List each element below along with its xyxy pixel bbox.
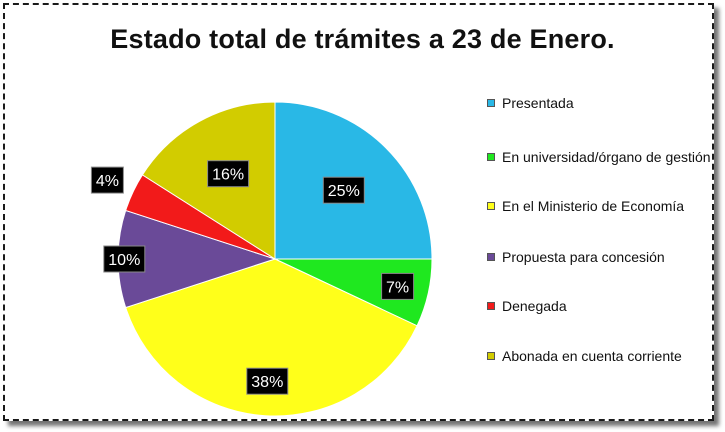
legend-label: Propuesta para concesión	[502, 249, 665, 265]
legend-item: En el Ministerio de Economía	[487, 196, 719, 216]
data-label-box	[322, 176, 365, 204]
data-label: 10%	[103, 245, 146, 273]
legend-swatch	[487, 153, 495, 161]
data-label-text: 38%	[251, 374, 283, 391]
data-label: 16%	[207, 160, 250, 188]
legend-label: En el Ministerio de Economía	[502, 198, 685, 214]
data-label-box	[90, 166, 124, 194]
legend-swatch	[487, 253, 495, 261]
legend-swatch	[487, 302, 495, 310]
legend-label: Abonada en cuenta corriente	[502, 348, 682, 364]
data-label-text: 7%	[386, 279, 409, 296]
data-label-box	[381, 272, 415, 300]
legend-swatch	[487, 99, 495, 107]
pie-slice	[125, 258, 418, 417]
legend-item: Abonada en cuenta corriente	[487, 346, 719, 366]
legend-item: Presentada	[487, 93, 719, 113]
chart-title: Estado total de trámites a 23 de Enero.	[110, 24, 615, 54]
data-label-box	[207, 160, 250, 188]
legend-label: Presentada	[502, 95, 574, 111]
legend-item: Propuesta para concesión	[487, 247, 719, 267]
legend-label: En universidad/órgano de gestión	[502, 149, 711, 165]
data-label: 4%	[90, 166, 124, 194]
legend-item: En universidad/órgano de gestión	[487, 147, 719, 167]
data-label-text: 10%	[108, 252, 140, 269]
legend-swatch	[487, 352, 495, 360]
data-label: 25%	[322, 176, 365, 204]
data-label-box	[246, 367, 289, 395]
data-label-text: 25%	[328, 183, 360, 200]
legend-label: Denegada	[502, 298, 567, 314]
data-label: 7%	[381, 272, 415, 300]
data-label-text: 4%	[96, 173, 119, 190]
legend-item: Denegada	[487, 296, 719, 316]
data-label-box	[103, 245, 146, 273]
data-label-text: 16%	[212, 167, 244, 184]
legend-swatch	[487, 202, 495, 210]
data-label: 38%	[246, 367, 289, 395]
